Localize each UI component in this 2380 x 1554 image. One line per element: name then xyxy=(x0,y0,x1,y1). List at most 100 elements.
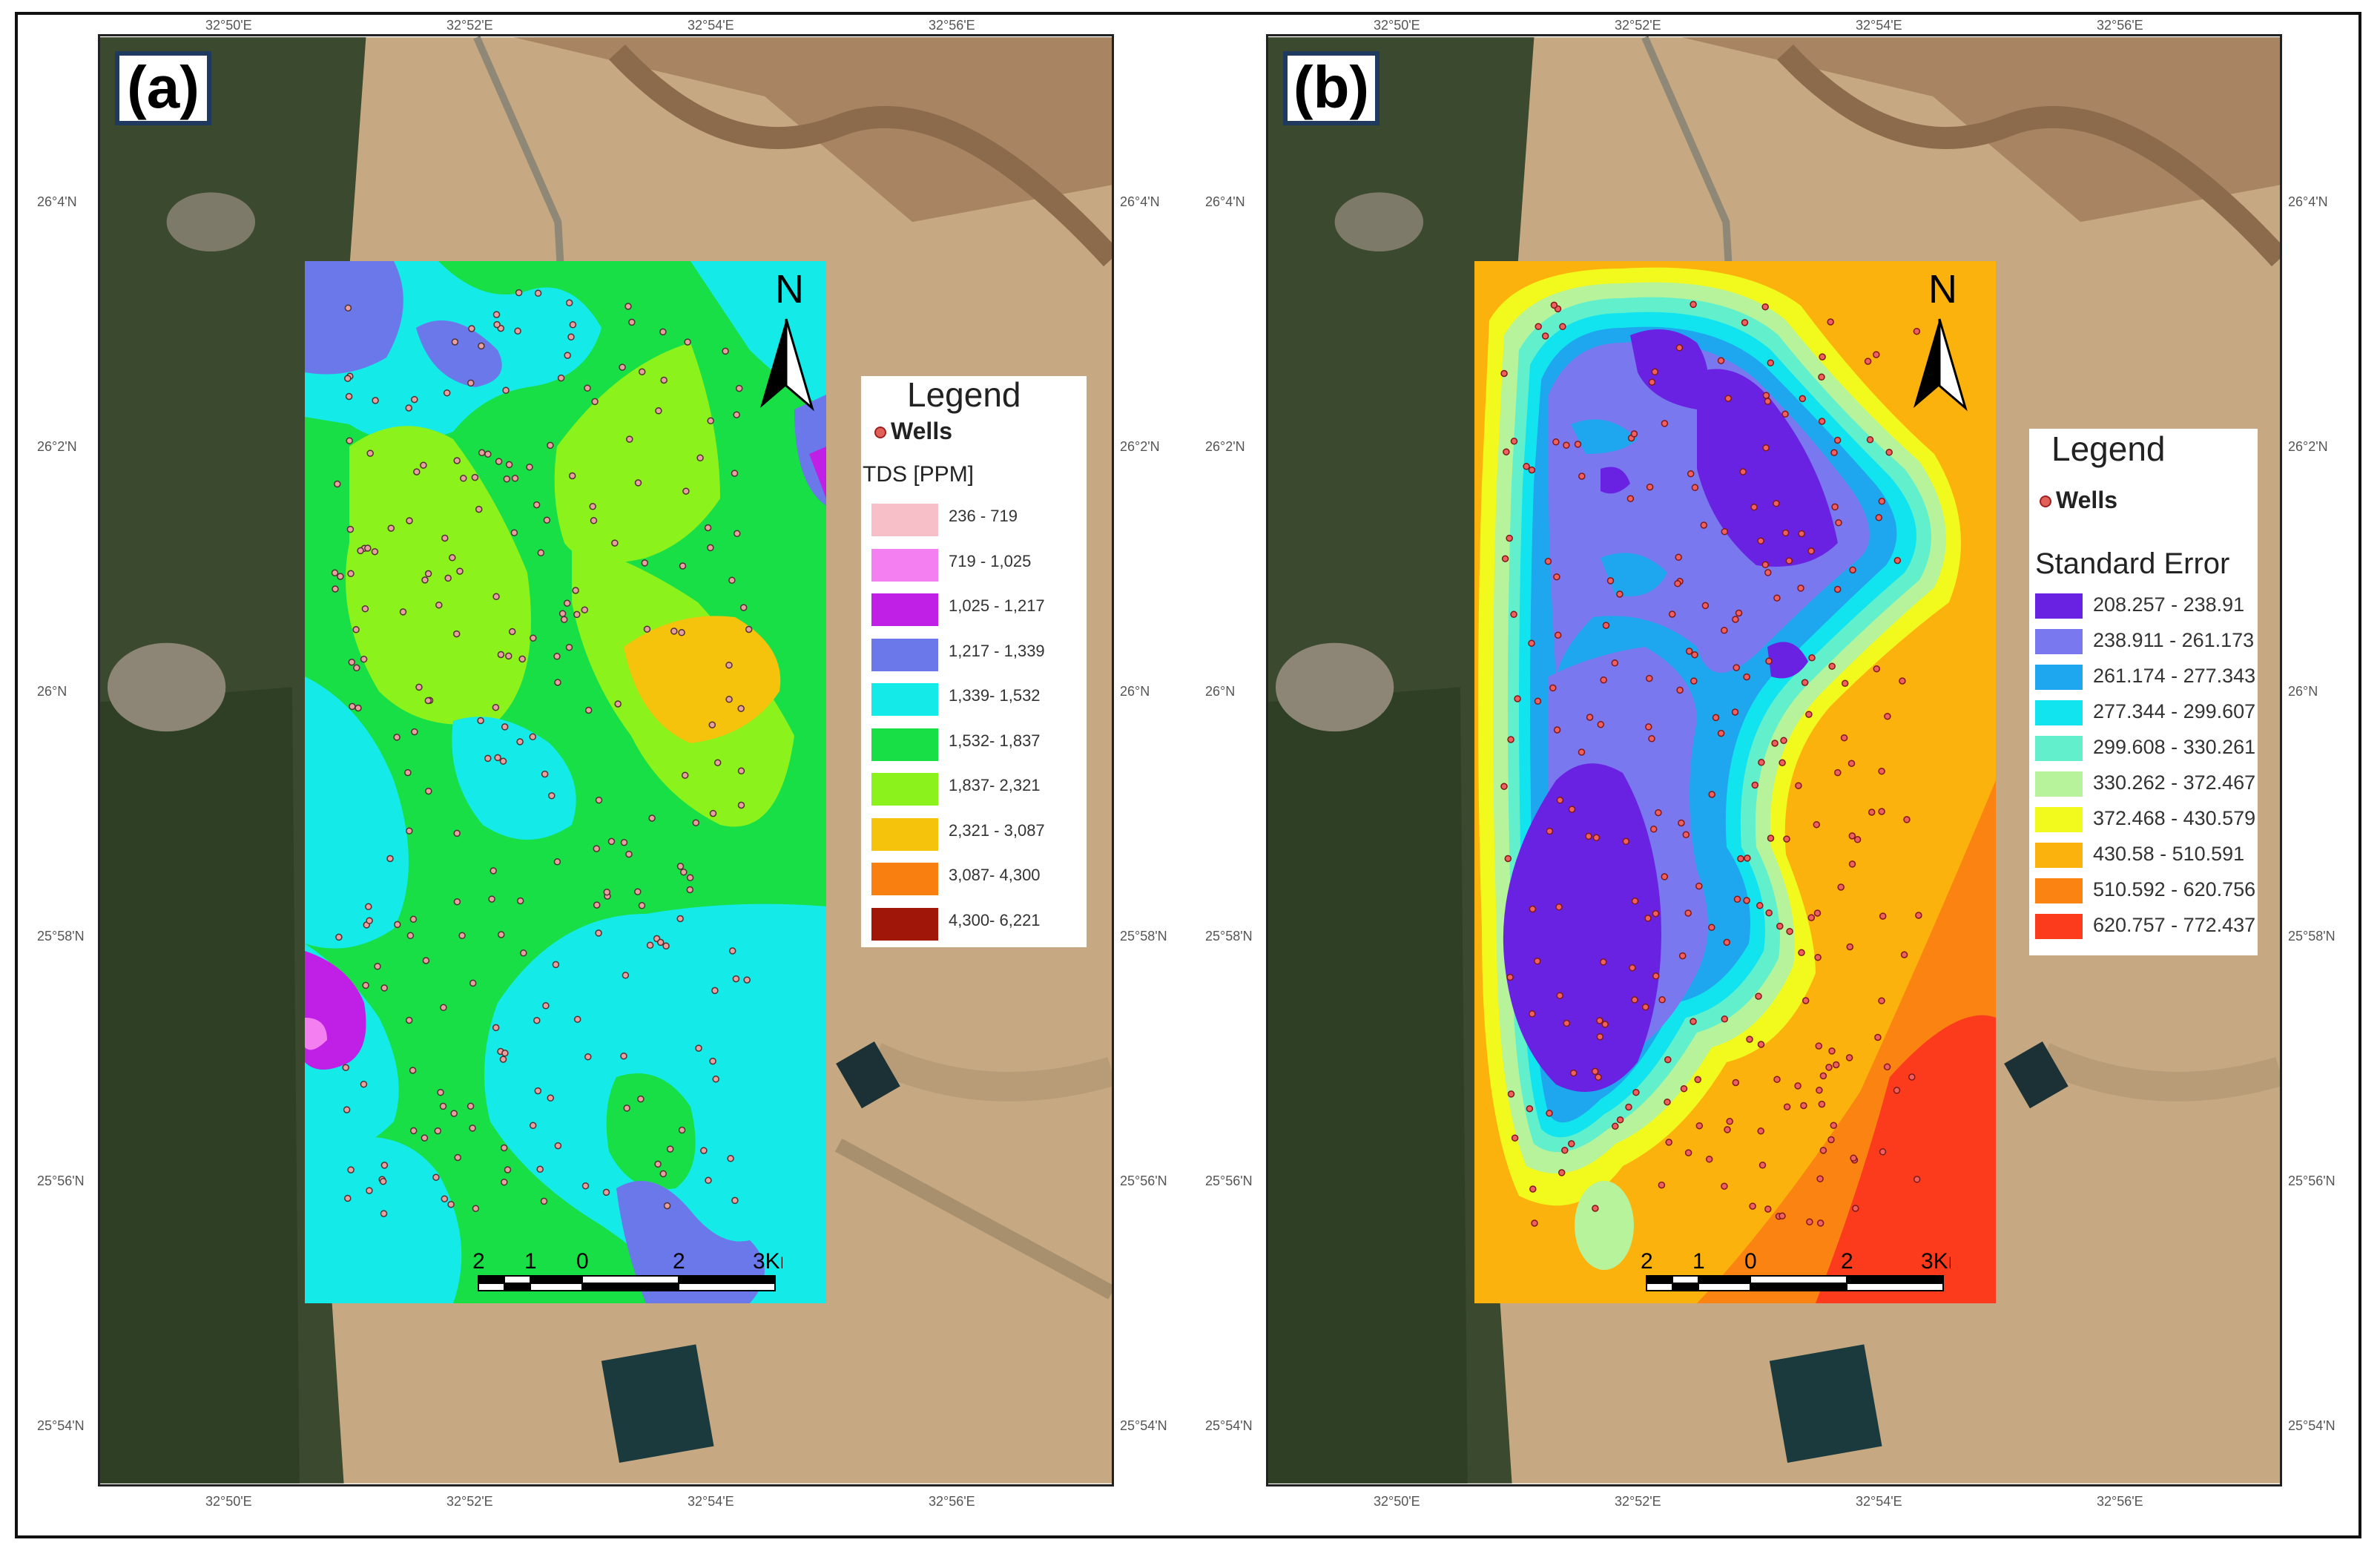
well-point xyxy=(1884,712,1891,720)
well-point xyxy=(711,987,719,995)
latitude-label: 25°54'N xyxy=(1120,1418,1167,1433)
legend-label: 261.174 - 277.343 xyxy=(2093,665,2256,687)
well-point xyxy=(1780,737,1787,745)
well-point xyxy=(1908,1073,1916,1081)
well-point xyxy=(543,516,551,524)
well-point xyxy=(593,901,601,909)
well-point xyxy=(1850,1154,1857,1162)
well-point xyxy=(1555,903,1563,911)
well-point xyxy=(1830,449,1838,456)
well-point xyxy=(1631,898,1639,905)
well-point xyxy=(343,1106,351,1113)
scale-segment xyxy=(504,1275,531,1284)
well-point xyxy=(1675,553,1682,562)
well-point xyxy=(534,289,542,297)
well-point xyxy=(1528,639,1535,647)
well-point xyxy=(1563,441,1570,449)
well-point xyxy=(1723,938,1731,946)
well-point xyxy=(1785,557,1793,564)
well-point xyxy=(619,363,626,371)
well-point xyxy=(1764,1205,1772,1213)
well-point xyxy=(1600,676,1607,684)
well-point xyxy=(409,1067,417,1074)
well-point xyxy=(1848,860,1856,868)
well-point xyxy=(434,1127,442,1135)
well-point xyxy=(1708,791,1715,798)
well-point xyxy=(1535,323,1542,330)
well-point xyxy=(1664,1098,1671,1106)
well-point xyxy=(1750,503,1758,511)
well-point xyxy=(503,475,511,483)
well-point xyxy=(406,932,415,940)
well-point xyxy=(1529,1185,1537,1193)
longitude-label: 32°50'E xyxy=(205,18,252,33)
well-point xyxy=(345,392,353,401)
well-point xyxy=(1661,873,1669,880)
well-point xyxy=(364,544,372,552)
well-point xyxy=(1868,809,1876,816)
well-point xyxy=(1773,594,1781,602)
well-point xyxy=(533,1016,541,1024)
well-point xyxy=(591,398,599,406)
well-point xyxy=(492,311,501,318)
well-point xyxy=(1807,547,1815,555)
well-point xyxy=(1563,1019,1571,1027)
well-point xyxy=(584,384,591,392)
legend-label: 1,837- 2,321 xyxy=(949,776,1041,794)
latitude-label: 26°N xyxy=(1120,684,1150,699)
well-point xyxy=(1739,468,1747,475)
legend-label: 620.757 - 772.437 xyxy=(2093,914,2256,936)
well-point xyxy=(590,517,598,524)
well-point xyxy=(1695,1122,1704,1130)
well-point xyxy=(1652,972,1660,980)
legend-label: 236 - 719 xyxy=(949,507,1018,525)
well-point xyxy=(1690,677,1698,685)
well-point xyxy=(662,942,670,950)
well-point xyxy=(1797,585,1804,592)
well-point xyxy=(1866,436,1874,444)
well-point xyxy=(492,703,500,711)
well-point xyxy=(372,397,379,404)
well-point xyxy=(379,1177,387,1185)
well-point xyxy=(409,915,418,923)
well-point xyxy=(659,328,667,336)
well-point xyxy=(502,386,510,395)
longitude-label: 32°54'E xyxy=(688,1494,734,1509)
longitude-label: 32°52'E xyxy=(1615,18,1661,33)
well-point xyxy=(679,562,687,570)
well-point xyxy=(472,1205,480,1212)
longitude-label: 32°54'E xyxy=(1856,18,1902,33)
scale-segment xyxy=(1846,1275,1944,1284)
well-point xyxy=(1529,1010,1536,1018)
well-point xyxy=(494,754,501,762)
well-point xyxy=(1743,673,1750,681)
well-point xyxy=(552,961,560,969)
well-point xyxy=(399,608,407,616)
legend-a: Legend Wells TDS [PPM] 236 - 719 719 - 1,… xyxy=(861,375,1087,947)
well-point xyxy=(1655,809,1662,817)
well-point xyxy=(682,487,690,495)
well-point xyxy=(1574,441,1582,448)
well-point xyxy=(725,696,733,703)
well-point xyxy=(404,768,412,777)
well-point xyxy=(589,503,596,510)
well-point xyxy=(453,457,461,464)
well-point xyxy=(1749,1202,1756,1210)
well-point xyxy=(593,845,601,852)
well-point xyxy=(366,450,374,457)
well-point xyxy=(475,505,483,513)
well-point xyxy=(1544,558,1552,565)
well-point xyxy=(725,661,733,669)
well-point xyxy=(584,1053,592,1061)
scale-segment xyxy=(678,1275,776,1284)
well-point xyxy=(707,417,714,425)
well-point xyxy=(344,375,352,382)
well-point xyxy=(1531,1219,1538,1227)
legend-swatch xyxy=(2035,843,2083,868)
well-point xyxy=(660,376,667,384)
well-point xyxy=(1825,1064,1833,1071)
panel-tag-b: (b) xyxy=(1283,51,1379,125)
latitude-label: 26°4'N xyxy=(1205,194,1245,209)
legend-label: 238.911 - 261.173 xyxy=(2093,629,2255,651)
well-point xyxy=(1899,677,1906,685)
